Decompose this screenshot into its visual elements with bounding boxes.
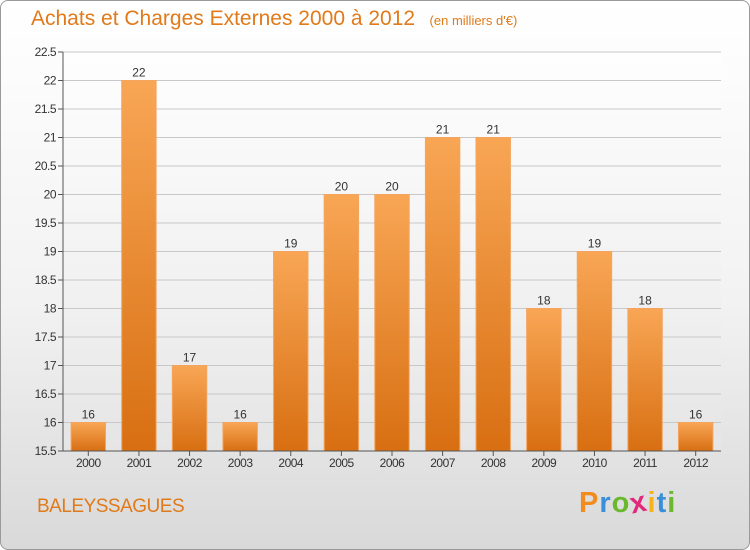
y-tick-label: 17.5 [35, 330, 57, 344]
bar-2008 [475, 137, 511, 452]
x-tick-label: 2012 [683, 456, 709, 470]
y-tick-label: 21 [44, 131, 57, 145]
y-tick-label: 16 [44, 416, 57, 430]
y-tick-label: 22.5 [35, 45, 57, 59]
data-label: 20 [385, 180, 399, 194]
bar-2001 [121, 80, 157, 452]
data-label: 18 [537, 294, 551, 308]
logo-letter: o [611, 487, 631, 519]
bar-2006 [374, 194, 410, 452]
data-label: 16 [689, 408, 703, 422]
bars: 16 22 17 16 19 20 20 21 21 18 19 18 16 [70, 66, 714, 452]
proxiti-logo[interactable]: Proxiti [579, 486, 677, 521]
x-tick-label: 2000 [76, 456, 102, 470]
bar-2004 [273, 251, 309, 452]
bar-2003 [222, 422, 258, 452]
logo-letter: P [579, 487, 600, 519]
x-tick-label: 2009 [531, 456, 557, 470]
bar-2007 [424, 137, 461, 452]
data-label: 17 [183, 351, 197, 365]
y-tick-label: 19.5 [35, 216, 57, 230]
axes: 15.5 16 16.5 17 17.5 18 18.5 19 19.5 20 20.5 21 21.5… [35, 45, 721, 470]
y-tick-label: 18.5 [35, 273, 57, 287]
commune-name: BALEYSSAGUES [37, 496, 185, 517]
bar-2005 [323, 194, 360, 452]
title-block: Achats et Charges Externes 2000 à 2012 (… [31, 7, 517, 31]
y-tick-label: 18 [44, 302, 57, 316]
bar-2009 [526, 308, 562, 452]
y-tick-label: 19 [44, 245, 57, 259]
logo-letter: t [656, 487, 668, 519]
data-label: 16 [233, 408, 247, 422]
logo-letter: i [667, 487, 677, 519]
data-label: 16 [82, 408, 96, 422]
x-tick-label: 2002 [177, 456, 203, 470]
bar-2000 [70, 422, 107, 452]
x-tick-label: 2011 [633, 456, 658, 470]
chart-subtitle: (en milliers d'€) [429, 13, 518, 28]
data-label: 19 [588, 237, 602, 251]
y-tick-label: 20 [44, 188, 57, 202]
data-label: 21 [487, 123, 501, 137]
bar-2002 [171, 365, 208, 452]
bar-2011 [627, 308, 663, 452]
y-tick-label: 15.5 [35, 444, 57, 458]
data-label: 21 [436, 123, 450, 137]
x-tick-label: 2005 [329, 456, 355, 470]
y-tick-label: 17 [44, 359, 57, 373]
x-tick-label: 2001 [127, 456, 153, 470]
chart-title: Achats et Charges Externes 2000 à 2012 [31, 7, 416, 30]
y-tick-label: 16.5 [35, 387, 57, 401]
data-label: 19 [284, 237, 298, 251]
data-label: 18 [638, 294, 652, 308]
y-tick-label: 20.5 [35, 159, 57, 173]
x-tick-label: 2003 [228, 456, 254, 470]
x-tick-label: 2008 [481, 456, 507, 470]
bar-2010 [576, 251, 613, 452]
bar-2012 [677, 422, 714, 452]
x-tick-label: 2007 [430, 456, 456, 470]
y-tick-label: 22 [44, 74, 57, 88]
data-label: 20 [335, 180, 349, 194]
x-tick-label: 2010 [582, 456, 608, 470]
logo-letter: i [647, 487, 657, 519]
x-tick-label: 2004 [278, 456, 304, 470]
y-tick-label: 21.5 [35, 102, 57, 116]
logo-letter: r [599, 487, 612, 519]
x-tick-label: 2006 [380, 456, 406, 470]
data-label: 22 [132, 66, 146, 80]
